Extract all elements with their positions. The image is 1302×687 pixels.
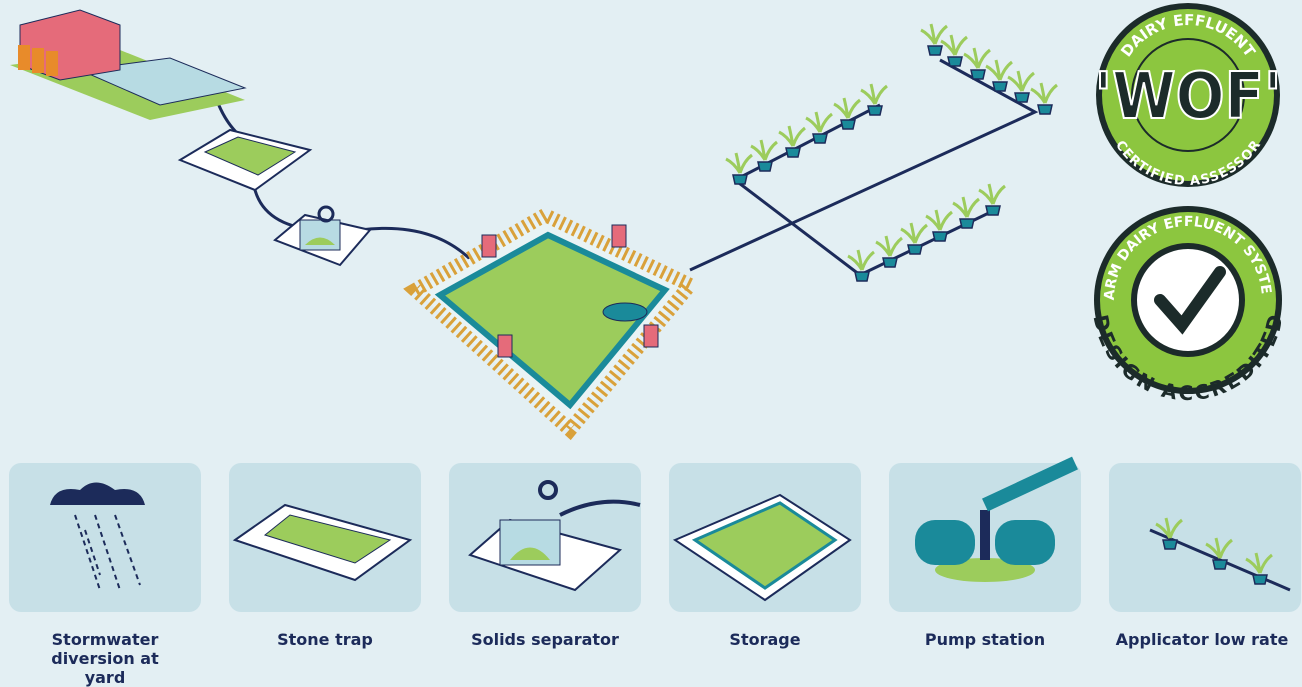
badge-main: 'WOF' <box>1094 60 1281 134</box>
tile-icons <box>50 456 1291 602</box>
step-label: Solids separator <box>471 630 619 649</box>
applicators <box>724 22 1059 283</box>
storage-pond <box>403 207 702 441</box>
step-label: Applicator low rate <box>1115 630 1289 649</box>
badge-top: FARM DAIRY EFFLUENT SYSTEM <box>0 0 1274 301</box>
badge-text: FARM DAIRY EFFLUENT SYSTEM <box>0 0 1274 301</box>
tiles <box>9 463 1301 612</box>
step-label: Storage <box>729 630 801 649</box>
solids-separator <box>273 205 372 267</box>
step-label: Stormwater diversion at yard <box>51 630 159 687</box>
wof-badge: DAIRY EFFLUENT 'WOF' CERTIFIED ASSESSOR <box>1093 3 1283 189</box>
step-label: Stone trap <box>277 630 373 649</box>
stone-trap <box>177 128 313 192</box>
farm-yard <box>10 9 247 120</box>
step-label: Pump station <box>924 630 1046 649</box>
